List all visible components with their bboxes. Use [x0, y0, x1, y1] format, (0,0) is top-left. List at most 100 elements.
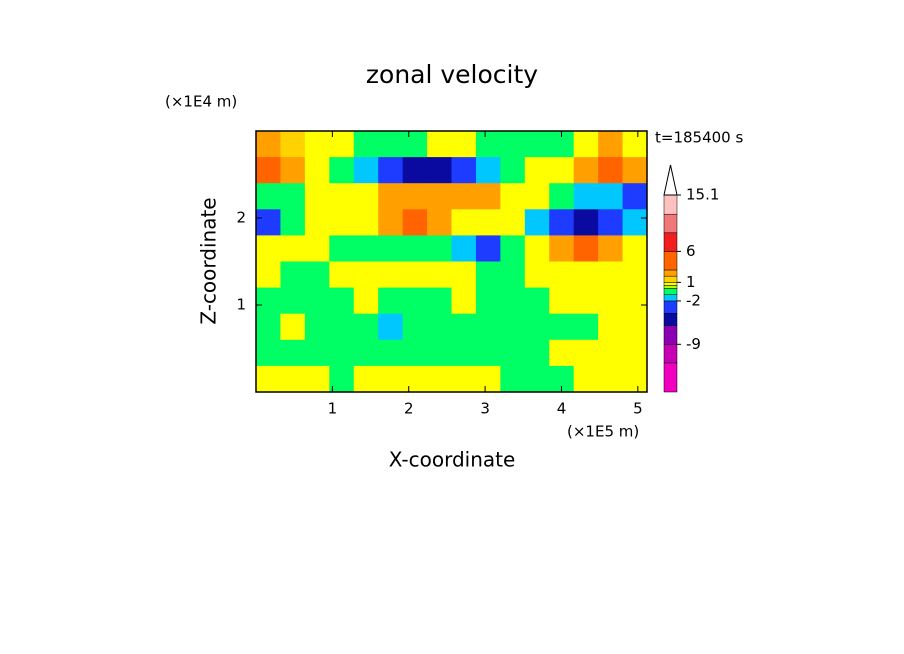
field-cell [622, 183, 648, 210]
x-tick-label: 2 [404, 400, 414, 418]
field-cell [402, 287, 428, 315]
field-cell [573, 235, 599, 262]
colorbar-band [663, 288, 678, 295]
field-cell [500, 365, 526, 393]
field-cell [304, 365, 330, 393]
y-tick-label: 1 [236, 296, 246, 314]
field-cell [378, 339, 404, 367]
field-cell [402, 183, 428, 210]
y-axis-label: Z-coordinate [197, 197, 221, 324]
field-cell [427, 235, 452, 262]
field-cell [280, 261, 306, 289]
field-cell [451, 261, 477, 289]
field-cell [598, 261, 624, 289]
field-cell [329, 313, 355, 341]
field-cell [304, 209, 330, 236]
colorbar-band [663, 275, 678, 283]
field-cell [329, 339, 355, 367]
field-cell [280, 339, 306, 367]
field-cell [256, 365, 281, 393]
field-cell [451, 313, 477, 341]
colorbar-band [663, 269, 678, 277]
field-cell [304, 157, 330, 184]
field-cell [549, 209, 575, 236]
field-cell [451, 235, 477, 262]
field-cell [353, 157, 379, 184]
field-cell [256, 131, 281, 158]
colorbar-band [663, 362, 678, 393]
field-cell [549, 261, 575, 289]
x-tick-label: 4 [557, 400, 567, 418]
field-cell [622, 287, 648, 315]
field-cell [256, 287, 281, 315]
field-cell [353, 313, 379, 341]
field-cell [451, 339, 477, 367]
field-cell [475, 313, 501, 341]
colorbar-label: 1 [686, 273, 696, 291]
field-cell [353, 209, 379, 236]
field-cell [402, 339, 428, 367]
field-cell [280, 365, 306, 393]
field-cell [329, 365, 355, 393]
field-cell [280, 235, 306, 262]
field-cell [329, 235, 355, 262]
field-cell [549, 157, 575, 184]
field-cell [500, 313, 526, 341]
field-cell [304, 183, 330, 210]
field-cell [280, 183, 306, 210]
field-cell [402, 365, 428, 393]
field-cell [598, 287, 624, 315]
field-cell [524, 131, 550, 158]
field-cell [475, 157, 501, 184]
colorbar-band [663, 344, 678, 364]
field-cell [329, 287, 355, 315]
field-cell [475, 287, 501, 315]
colorbar-extend [663, 164, 678, 196]
colorbar-band [663, 282, 678, 286]
field-cell [573, 365, 599, 393]
field-cell [524, 157, 550, 184]
field-cell [427, 313, 452, 341]
field-cell [256, 261, 281, 289]
colorbar-label: 15.1 [686, 186, 719, 204]
field-cell [378, 313, 404, 341]
field-cell [427, 183, 452, 210]
field-cell [622, 313, 648, 341]
field-cell [622, 209, 648, 236]
field-cell [622, 339, 648, 367]
field-cell [475, 365, 501, 393]
field-cell [524, 261, 550, 289]
field-cell [573, 131, 599, 158]
field-cell [573, 261, 599, 289]
colorbar-band [663, 294, 678, 302]
field-cell [353, 339, 379, 367]
field-cell [402, 131, 428, 158]
field-cell [378, 183, 404, 210]
field-cell [378, 287, 404, 315]
field-cell [524, 183, 550, 210]
field-cell [549, 287, 575, 315]
field-cell [475, 209, 501, 236]
field-cell [598, 235, 624, 262]
x-tick-label: 1 [328, 400, 338, 418]
field-cell [280, 131, 306, 158]
field-cell [475, 339, 501, 367]
field-cell [524, 313, 550, 341]
field-cell [524, 235, 550, 262]
field-cell [402, 235, 428, 262]
field-cell [598, 313, 624, 341]
field-cell [256, 313, 281, 341]
x-tick-label: 3 [480, 400, 490, 418]
field-cell [353, 131, 379, 158]
x-tick-label: 5 [633, 400, 643, 418]
field-cell [500, 131, 526, 158]
field-cell [402, 261, 428, 289]
field-cell [598, 365, 624, 393]
field-cell [378, 209, 404, 236]
field-cell [304, 261, 330, 289]
field-cell [329, 261, 355, 289]
field-cell [256, 157, 281, 184]
field-cell [549, 313, 575, 341]
field-cell [500, 235, 526, 262]
